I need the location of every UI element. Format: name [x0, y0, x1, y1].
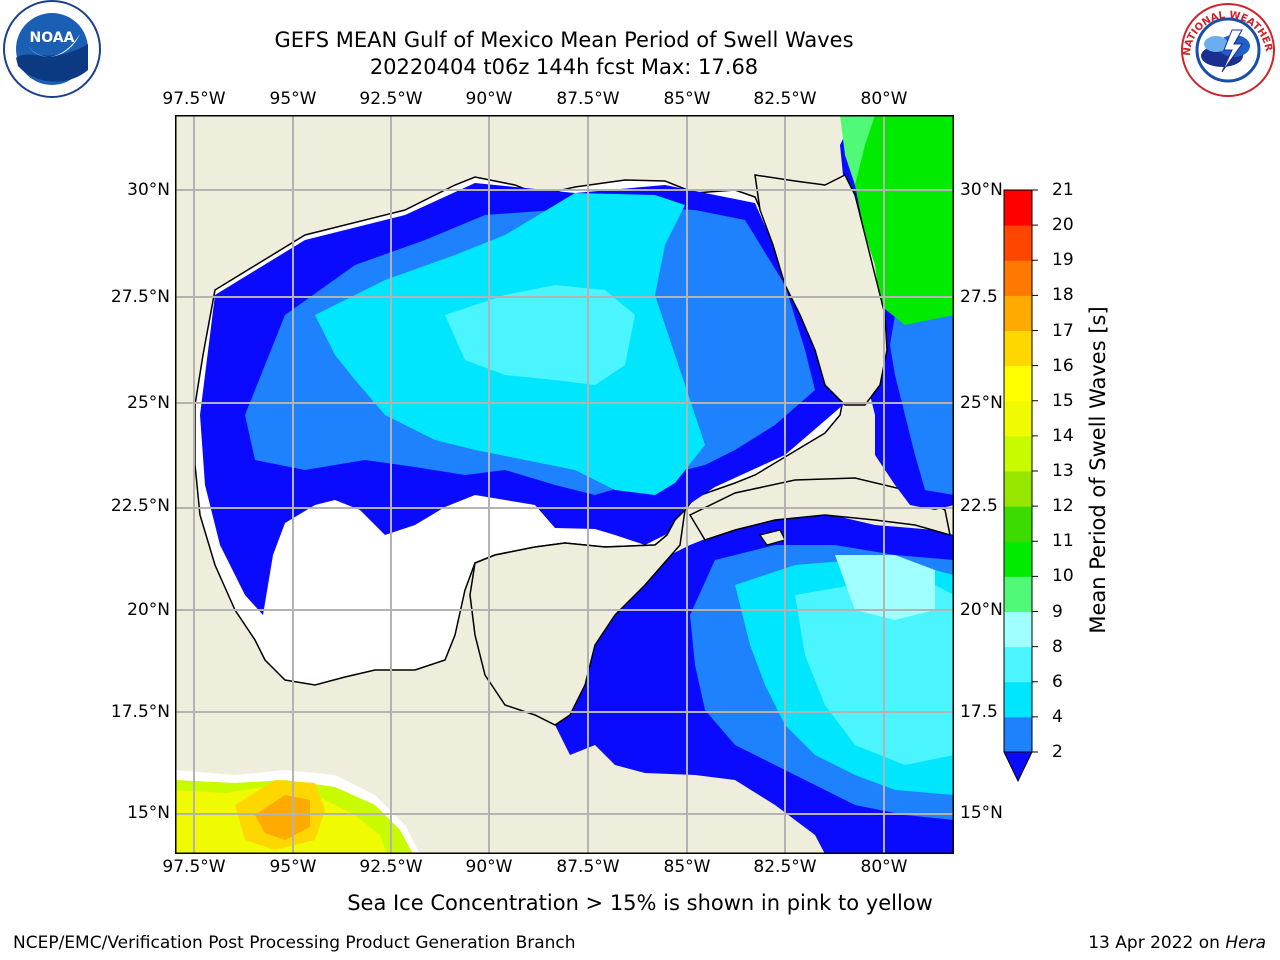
colorbar-tick-label: 21 [1052, 180, 1074, 200]
colorbar-tick-label: 20 [1052, 215, 1074, 236]
lon-label-bottom: 95°W [269, 857, 317, 877]
colorbar [1003, 189, 1038, 783]
colorbar-segment [1004, 295, 1032, 331]
colorbar-segment [1004, 716, 1032, 753]
colorbar-segment [1004, 400, 1032, 437]
colorbar-segment [1004, 365, 1032, 402]
lon-label-top: 97.5°W [162, 89, 226, 109]
footer-branch: NCEP/EMC/Verification Post Processing Pr… [13, 933, 576, 953]
lat-label-left: 17.5°N [110, 702, 170, 722]
sea-ice-caption: Sea Ice Concentration > 15% is shown in … [347, 891, 933, 915]
lat-label-right: 30°N [960, 180, 1003, 200]
colorbar-tick-label: 18 [1052, 285, 1074, 306]
lon-label-top: 82.5°W [753, 89, 817, 109]
lon-label-bottom: 82.5°W [753, 857, 817, 877]
map-subtitle: 20220404 t06z 144h fcst Max: 17.68 [369, 55, 759, 79]
yucatan [469, 507, 687, 726]
lon-label-bottom: 87.5°W [556, 857, 620, 877]
colorbar-tick-label: 19 [1052, 250, 1074, 271]
colorbar-segment [1004, 260, 1032, 296]
lat-label-right: 22.5 [960, 496, 998, 516]
colorbar-tick-label: 9 [1052, 601, 1063, 622]
colorbar-segment [1004, 541, 1032, 577]
colorbar-tick-label: 12 [1052, 496, 1074, 517]
lat-label-right: 17.5 [960, 702, 998, 722]
lat-label-left: 22.5°N [110, 496, 170, 516]
lon-label-top: 87.5°W [556, 89, 620, 109]
lon-label-bottom: 90°W [465, 857, 513, 877]
colorbar-tick-label: 14 [1052, 425, 1074, 446]
lat-label-left: 15°N [127, 803, 170, 823]
colorbar-tick-label: 10 [1052, 566, 1074, 587]
lon-label-top: 85°W [663, 89, 711, 109]
lon-label-bottom: 97.5°W [162, 857, 226, 877]
colorbar-label: Mean Period of Swell Waves [s] [1086, 306, 1110, 634]
lon-label-top: 80°W [860, 89, 908, 109]
colorbar-tick-label: 13 [1052, 461, 1074, 481]
map-title: GEFS MEAN Gulf of Mexico Mean Period of … [274, 28, 854, 52]
colorbar-segment [1004, 681, 1032, 718]
colorbar-segment [1004, 225, 1032, 261]
lat-label-left: 25°N [127, 393, 170, 413]
colorbar-segment [1004, 471, 1032, 507]
colorbar-tick-label: 4 [1052, 706, 1063, 727]
noaa-logo: NOAA [3, 0, 101, 98]
colorbar-segment [1004, 435, 1032, 472]
colorbar-segment [1004, 646, 1032, 683]
lat-label-left: 27.5°N [110, 287, 170, 307]
map-frame [175, 115, 954, 854]
atlantic-region [840, 115, 954, 510]
lon-label-bottom: 80°W [860, 857, 908, 877]
colorbar-segment [1004, 506, 1032, 542]
colorbar-segment [1004, 576, 1032, 612]
colorbar-tick-label: 6 [1052, 671, 1063, 692]
colorbar-tick-label: 16 [1052, 355, 1074, 376]
lon-label-top: 92.5°W [359, 89, 423, 109]
colorbar-tick-label: 17 [1052, 320, 1074, 341]
lat-label-left: 30°N [127, 180, 170, 200]
lat-label-right: 20°N [960, 600, 1003, 620]
lat-label-right: 25°N [960, 393, 1003, 413]
lon-label-top: 95°W [269, 89, 317, 109]
colorbar-tick-label: 11 [1052, 531, 1074, 552]
colorbar-extend-arrow [1003, 751, 1033, 783]
colorbar-tick-label: 8 [1052, 636, 1063, 657]
colorbar-segment [1004, 611, 1032, 648]
footer-date: 13 Apr 2022 on Hera [1088, 933, 1266, 953]
lat-label-left: 20°N [127, 600, 170, 620]
svg-text:NOAA: NOAA [30, 30, 75, 46]
colorbar-tick-label: 2 [1052, 742, 1063, 762]
lon-label-bottom: 85°W [663, 857, 711, 877]
lon-label-top: 90°W [465, 89, 513, 109]
colorbar-segment [1004, 190, 1032, 226]
caribbean-region [555, 511, 954, 854]
gulf-of-mexico-map [175, 115, 954, 854]
footer-machine: Hera [1225, 933, 1266, 953]
lat-label-right: 27.5 [960, 287, 998, 307]
lon-label-bottom: 92.5°W [359, 857, 423, 877]
colorbar-tick-label: 15 [1052, 390, 1074, 411]
colorbar-segment [1004, 330, 1032, 367]
nws-logo: NATIONAL WEATHER SERVICE [1176, 0, 1275, 97]
lat-label-right: 15°N [960, 803, 1003, 823]
graticule [175, 115, 954, 854]
